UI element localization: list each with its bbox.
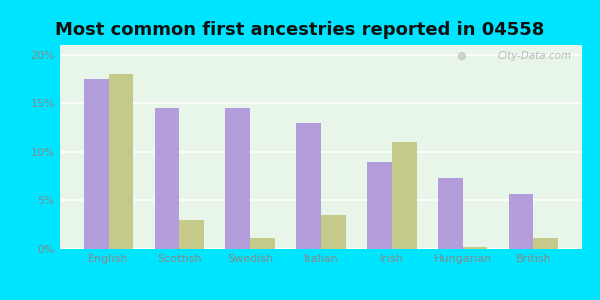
Bar (367, 162, 392, 249)
Bar (109, 74, 133, 249)
Bar (463, 247, 487, 249)
Bar (155, 108, 179, 249)
Text: City-Data.com: City-Data.com (497, 51, 572, 61)
Bar (533, 238, 558, 249)
Bar (392, 142, 416, 249)
Bar (296, 123, 321, 249)
Bar (321, 215, 346, 249)
Bar (438, 178, 463, 249)
Bar (179, 220, 204, 249)
Bar (226, 108, 250, 249)
Bar (509, 194, 533, 249)
Bar (84, 79, 109, 249)
Text: Most common first ancestries reported in 04558: Most common first ancestries reported in… (55, 21, 545, 39)
Text: ●: ● (457, 51, 466, 61)
Bar (250, 238, 275, 249)
